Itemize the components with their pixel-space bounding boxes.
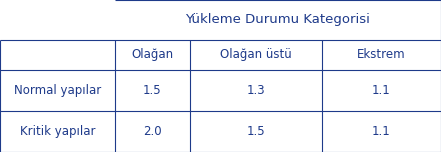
Text: 1.1: 1.1 [372, 84, 391, 97]
Text: Kritik yapılar: Kritik yapılar [19, 125, 95, 138]
Text: Normal yapılar: Normal yapılar [14, 84, 101, 97]
Text: 1.3: 1.3 [247, 84, 265, 97]
Text: Ekstrem: Ekstrem [357, 48, 406, 61]
Text: Olağan üstü: Olağan üstü [220, 48, 292, 61]
Text: 1.1: 1.1 [372, 125, 391, 138]
Text: Olağan: Olağan [131, 48, 173, 61]
Text: Yükleme Durumu Kategorisi: Yükleme Durumu Kategorisi [185, 13, 370, 26]
Text: 2.0: 2.0 [143, 125, 161, 138]
Text: 1.5: 1.5 [143, 84, 161, 97]
Text: 1.5: 1.5 [247, 125, 265, 138]
